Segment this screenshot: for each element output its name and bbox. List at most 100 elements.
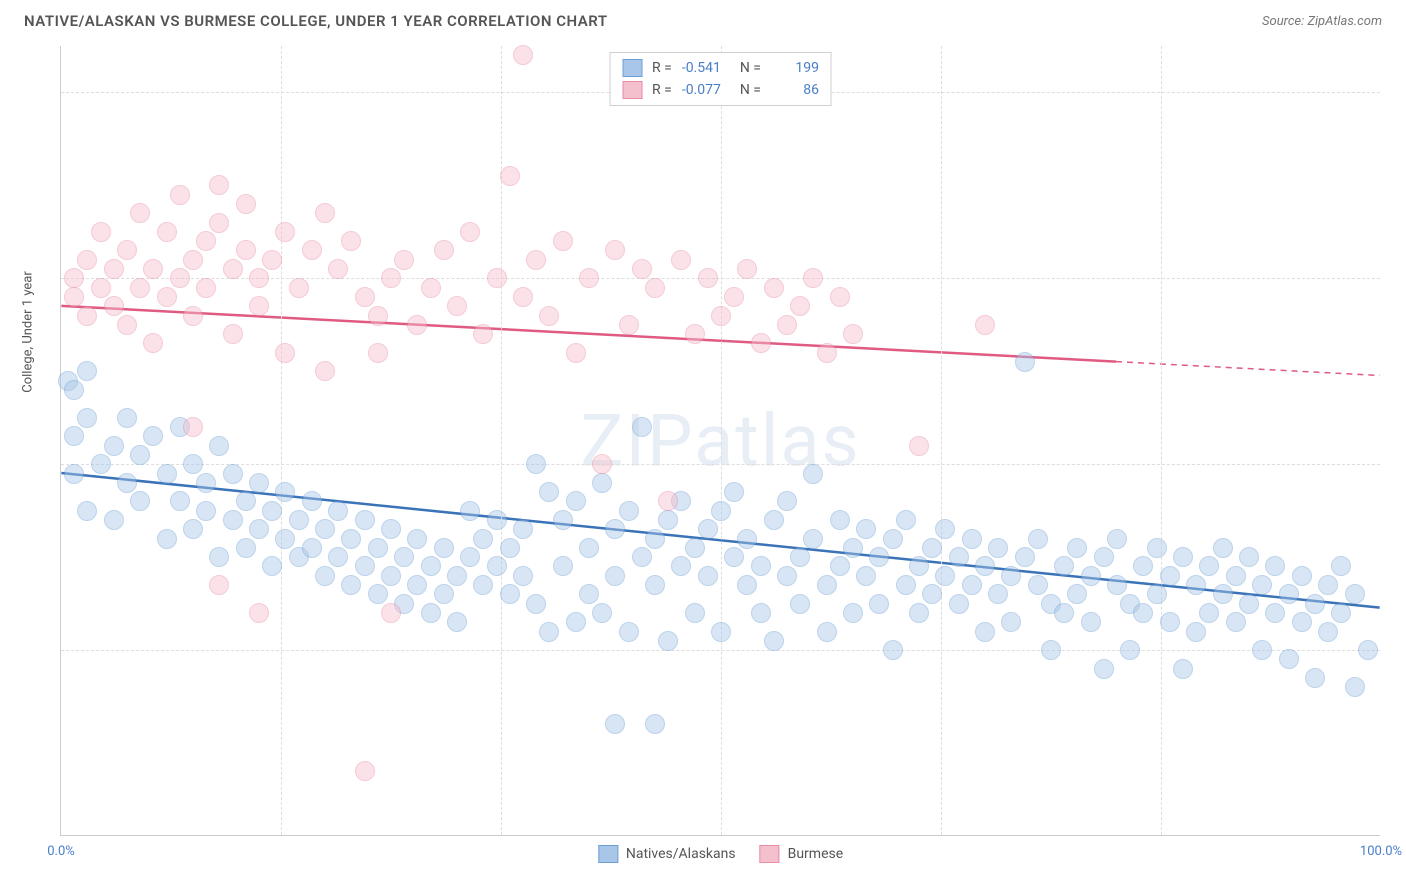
data-point: [803, 529, 823, 549]
data-point: [143, 333, 163, 353]
data-point: [1054, 556, 1074, 576]
data-point: [157, 287, 177, 307]
data-point: [130, 203, 150, 223]
data-point: [513, 45, 533, 65]
data-point: [777, 315, 797, 335]
data-point: [183, 454, 203, 474]
legend-row: R =-0.541N =199: [622, 57, 819, 79]
data-point: [764, 631, 784, 651]
data-point: [183, 250, 203, 270]
data-point: [196, 473, 216, 493]
gridline-v: [941, 46, 942, 835]
data-point: [1331, 603, 1351, 623]
data-point: [1226, 566, 1246, 586]
data-point: [685, 603, 705, 623]
series-legend: Natives/Alaskans Burmese: [598, 845, 843, 863]
data-point: [157, 529, 177, 549]
data-point: [1107, 529, 1127, 549]
data-point: [724, 547, 744, 567]
data-point: [764, 510, 784, 530]
data-point: [1054, 603, 1074, 623]
data-point: [645, 278, 665, 298]
data-point: [869, 547, 889, 567]
data-point: [196, 231, 216, 251]
data-point: [341, 231, 361, 251]
data-point: [1331, 556, 1351, 576]
data-point: [579, 584, 599, 604]
data-point: [249, 268, 269, 288]
data-point: [434, 240, 454, 260]
chart-title: NATIVE/ALASKAN VS BURMESE COLLEGE, UNDER…: [24, 12, 608, 30]
source-attribution: Source: ZipAtlas.com: [1262, 14, 1382, 29]
data-point: [487, 268, 507, 288]
data-point: [236, 491, 256, 511]
data-point: [170, 185, 190, 205]
gridline-v: [501, 46, 502, 835]
data-point: [843, 538, 863, 558]
data-point: [526, 454, 546, 474]
data-point: [473, 324, 493, 344]
data-point: [539, 306, 559, 326]
data-point: [183, 519, 203, 539]
data-point: [289, 510, 309, 530]
data-point: [553, 556, 573, 576]
data-point: [223, 510, 243, 530]
data-point: [830, 287, 850, 307]
data-point: [1173, 547, 1193, 567]
data-point: [1041, 640, 1061, 660]
data-point: [1001, 566, 1021, 586]
data-point: [751, 333, 771, 353]
data-point: [1239, 547, 1259, 567]
data-point: [407, 529, 427, 549]
data-point: [658, 631, 678, 651]
data-point: [368, 343, 388, 363]
data-point: [421, 603, 441, 623]
data-point: [1133, 603, 1153, 623]
data-point: [262, 501, 282, 521]
gridline-v: [721, 46, 722, 835]
legend-label: Natives/Alaskans: [626, 846, 736, 862]
data-point: [223, 464, 243, 484]
data-point: [183, 417, 203, 437]
data-point: [487, 510, 507, 530]
data-point: [328, 501, 348, 521]
data-point: [1345, 677, 1365, 697]
y-axis-label: College, Under 1 year: [21, 271, 36, 393]
data-point: [698, 268, 718, 288]
data-point: [1213, 538, 1233, 558]
data-point: [605, 566, 625, 586]
data-point: [619, 315, 639, 335]
trendline: [61, 306, 1116, 362]
x-tick-label: 100.0%: [1360, 844, 1402, 859]
plot-area: ZIPatlas 40.0%60.0%80.0%100.0%0.0%100.0%…: [60, 46, 1380, 836]
data-point: [711, 501, 731, 521]
data-point: [777, 566, 797, 586]
data-point: [698, 566, 718, 586]
data-point: [1199, 603, 1219, 623]
data-point: [143, 259, 163, 279]
data-point: [553, 510, 573, 530]
data-point: [315, 203, 335, 223]
data-point: [302, 240, 322, 260]
legend-swatch: [760, 845, 780, 863]
data-point: [130, 278, 150, 298]
legend-item: Burmese: [760, 845, 844, 863]
data-point: [381, 519, 401, 539]
data-point: [447, 296, 467, 316]
data-point: [1001, 612, 1021, 632]
data-point: [368, 584, 388, 604]
data-point: [302, 491, 322, 511]
data-point: [975, 315, 995, 335]
data-point: [209, 575, 229, 595]
data-point: [223, 324, 243, 344]
data-point: [539, 622, 559, 642]
data-point: [104, 510, 124, 530]
data-point: [856, 519, 876, 539]
data-point: [460, 222, 480, 242]
data-point: [1094, 659, 1114, 679]
data-point: [1081, 612, 1101, 632]
data-point: [328, 259, 348, 279]
data-point: [1239, 594, 1259, 614]
data-point: [447, 612, 467, 632]
data-point: [315, 566, 335, 586]
